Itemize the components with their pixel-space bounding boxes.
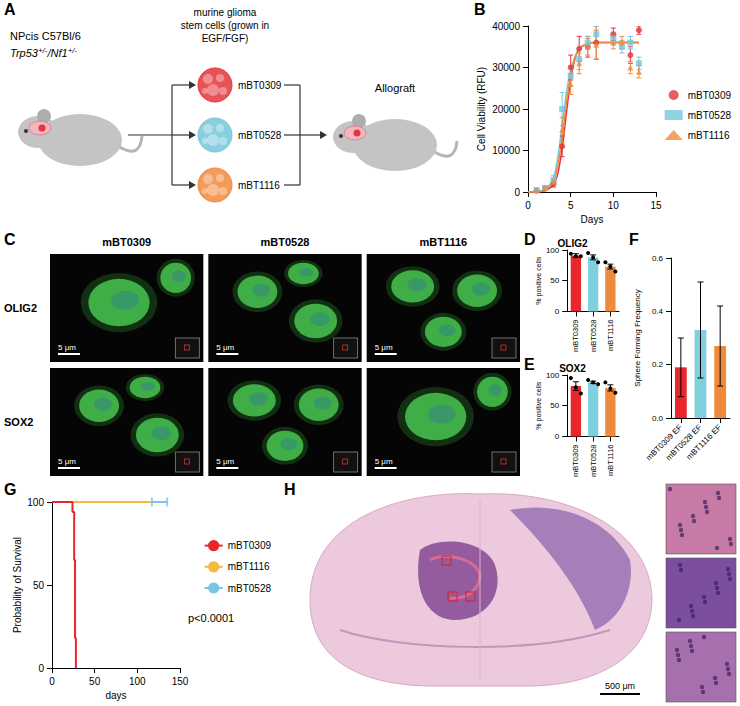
svg-text:5 μm: 5 μm — [216, 343, 234, 352]
svg-text:0: 0 — [555, 432, 560, 441]
svg-text:500 μm: 500 μm — [605, 681, 635, 691]
svg-text:100: 100 — [129, 676, 146, 687]
html-text:F: F — [629, 231, 639, 248]
svg-text:50: 50 — [550, 401, 559, 410]
svg-text:40000: 40000 — [492, 21, 520, 32]
svg-text:Days: Days — [581, 214, 604, 225]
svg-text:mBT1116: mBT1116 — [238, 180, 280, 191]
html-text:A: A — [4, 1, 16, 18]
svg-text:days: days — [105, 690, 126, 701]
svg-text:mBT1116 EF: mBT1116 EF — [685, 423, 724, 462]
svg-text:mBT0528: mBT0528 — [589, 444, 598, 477]
svg-text:5 μm: 5 μm — [58, 457, 76, 466]
svg-text:0: 0 — [525, 200, 531, 211]
svg-text:15: 15 — [650, 200, 662, 211]
svg-text:5 μm: 5 μm — [375, 343, 393, 352]
svg-text:mBT0309: mBT0309 — [102, 236, 151, 248]
svg-text:0: 0 — [514, 187, 520, 198]
svg-text:Probability of Survival: Probability of Survival — [12, 537, 23, 633]
svg-text:p<0.0001: p<0.0001 — [188, 612, 234, 624]
svg-text:SOX2: SOX2 — [4, 416, 33, 428]
svg-text:mBT0309 EF: mBT0309 EF — [644, 422, 684, 463]
svg-text:% positive cells: % positive cells — [535, 381, 543, 429]
svg-text:5: 5 — [568, 200, 574, 211]
svg-text:mBT0309: mBT0309 — [571, 444, 580, 477]
svg-text:mBT0528: mBT0528 — [228, 583, 272, 594]
svg-text:mBT1116: mBT1116 — [228, 561, 270, 572]
svg-text:Cell Viability (RFU): Cell Viability (RFU) — [476, 67, 487, 151]
svg-text:50: 50 — [89, 676, 101, 687]
svg-text:NPcis C57Bl/6: NPcis C57Bl/6 — [10, 30, 81, 42]
svg-text:% positive cells: % positive cells — [535, 256, 543, 304]
svg-text:mBT0528: mBT0528 — [688, 110, 732, 121]
svg-text:20000: 20000 — [492, 104, 520, 115]
svg-text:mBT0309: mBT0309 — [688, 90, 732, 101]
svg-text:0: 0 — [49, 676, 55, 687]
svg-text:0.0: 0.0 — [652, 414, 664, 423]
svg-text:mBT0309: mBT0309 — [228, 540, 272, 551]
svg-text:30000: 30000 — [492, 62, 520, 73]
svg-text:mBT1116: mBT1116 — [606, 444, 615, 475]
svg-text:100: 100 — [545, 245, 560, 255]
svg-text:0.4: 0.4 — [652, 307, 664, 316]
svg-text:mBT0528: mBT0528 — [261, 236, 310, 248]
html-text:C: C — [4, 231, 16, 248]
svg-text:EGF/FGF): EGF/FGF) — [202, 33, 249, 44]
svg-text:100: 100 — [27, 497, 44, 508]
html-text:D: D — [524, 231, 536, 248]
svg-text:mBT0528: mBT0528 — [238, 130, 282, 141]
html-text:B: B — [474, 1, 486, 18]
svg-text:50: 50 — [550, 276, 559, 285]
svg-text:0.2: 0.2 — [652, 360, 664, 369]
svg-text:mBT0528 EF: mBT0528 EF — [664, 422, 704, 463]
svg-text:mBT0309: mBT0309 — [571, 319, 580, 352]
svg-text:SOX2: SOX2 — [559, 363, 586, 374]
svg-text:100: 100 — [546, 371, 560, 380]
svg-text:OLIG2: OLIG2 — [557, 238, 587, 249]
svg-text:mBT1116: mBT1116 — [606, 319, 615, 350]
svg-text:0: 0 — [555, 307, 560, 316]
svg-text:0: 0 — [38, 663, 44, 674]
svg-text:mBT0309: mBT0309 — [238, 80, 282, 91]
svg-text:50: 50 — [33, 580, 45, 591]
svg-text:Allograft: Allograft — [375, 82, 415, 94]
svg-text:5 μm: 5 μm — [58, 343, 76, 352]
svg-text:murine glioma: murine glioma — [194, 7, 257, 18]
svg-text:OLIG2: OLIG2 — [4, 302, 37, 314]
svg-text:mBT1116: mBT1116 — [419, 236, 467, 248]
svg-text:mBT1116: mBT1116 — [688, 130, 730, 141]
svg-text:mBT0528: mBT0528 — [589, 319, 598, 352]
html-text:E: E — [524, 356, 535, 373]
html-text:G: G — [4, 481, 17, 498]
svg-text:150: 150 — [172, 676, 189, 687]
svg-text:5 μm: 5 μm — [216, 457, 234, 466]
svg-text:10000: 10000 — [492, 145, 520, 156]
svg-text:Trp53+/-/Nf1+/-: Trp53+/-/Nf1+/- — [10, 46, 78, 59]
svg-text:5 μm: 5 μm — [375, 457, 393, 466]
svg-text:10: 10 — [608, 200, 620, 211]
svg-text:stem cells (grown in: stem cells (grown in — [181, 20, 269, 31]
html-text:H: H — [284, 481, 296, 498]
svg-text:Sphere Forming Frequency: Sphere Forming Frequency — [633, 289, 642, 386]
svg-text:0.6: 0.6 — [652, 254, 664, 263]
